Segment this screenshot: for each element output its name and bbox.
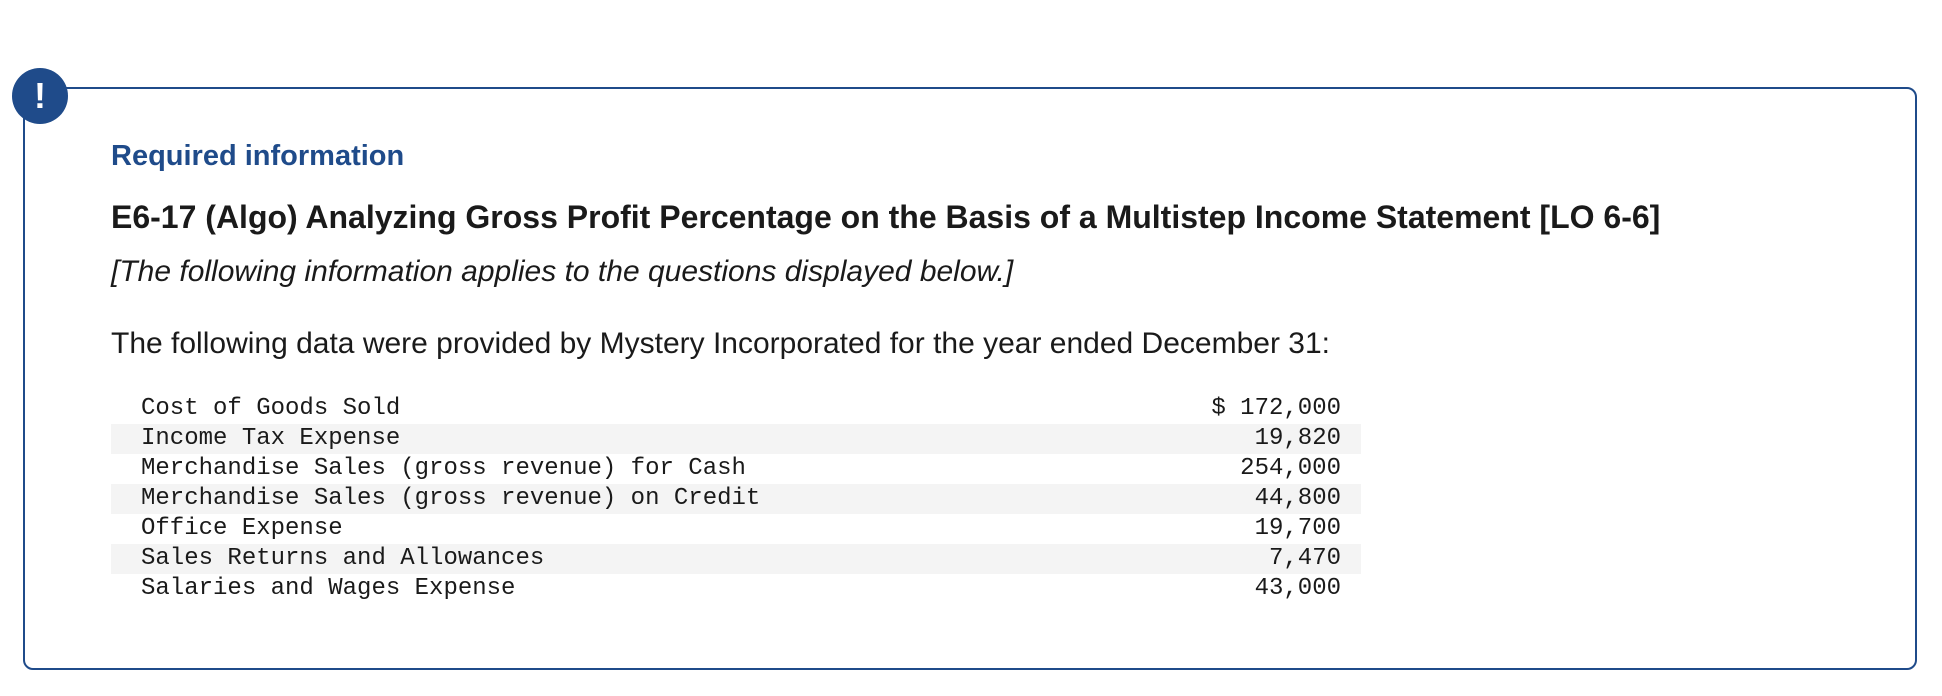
table-row: Merchandise Sales (gross revenue) on Cre… (111, 484, 1361, 515)
row-label: Salaries and Wages Expense (141, 575, 516, 603)
row-value: 19,700 (1254, 515, 1341, 543)
required-information-card: Required information E6-17 (Algo) Analyz… (23, 87, 1917, 670)
exclamation-icon: ! (12, 68, 68, 124)
row-label: Income Tax Expense (141, 425, 401, 453)
row-value: 43,000 (1254, 575, 1341, 603)
card-content: Required information E6-17 (Algo) Analyz… (111, 139, 1875, 604)
row-value: 7,470 (1268, 545, 1341, 573)
row-value: $ 172,000 (1211, 395, 1341, 423)
row-value: 254,000 (1240, 455, 1341, 483)
problem-title: E6-17 (Algo) Analyzing Gross Profit Perc… (111, 198, 1661, 235)
row-value: 19,820 (1254, 425, 1341, 453)
row-label: Office Expense (141, 515, 343, 543)
row-label: Cost of Goods Sold (141, 395, 401, 423)
table-row: Office Expense 19,700 (111, 514, 1361, 544)
row-label: Sales Returns and Allowances (141, 545, 545, 573)
required-information-heading: Required information (111, 140, 405, 172)
table-row: Income Tax Expense 19,820 (111, 424, 1361, 455)
table-row: Cost of Goods Sold $ 172,000 (111, 394, 1361, 424)
financial-data-table: Cost of Goods Sold $ 172,000 Income Tax … (111, 394, 1361, 604)
row-label: Merchandise Sales (gross revenue) for Ca… (141, 455, 746, 483)
row-label: Merchandise Sales (gross revenue) on Cre… (141, 485, 761, 513)
table-row: Merchandise Sales (gross revenue) for Ca… (111, 454, 1361, 484)
row-value: 44,800 (1254, 485, 1341, 513)
table-row: Sales Returns and Allowances 7,470 (111, 544, 1361, 575)
applies-note: [The following information applies to th… (111, 255, 1014, 289)
table-row: Salaries and Wages Expense 43,000 (111, 574, 1361, 604)
intro-text: The following data were provided by Myst… (111, 327, 1330, 361)
